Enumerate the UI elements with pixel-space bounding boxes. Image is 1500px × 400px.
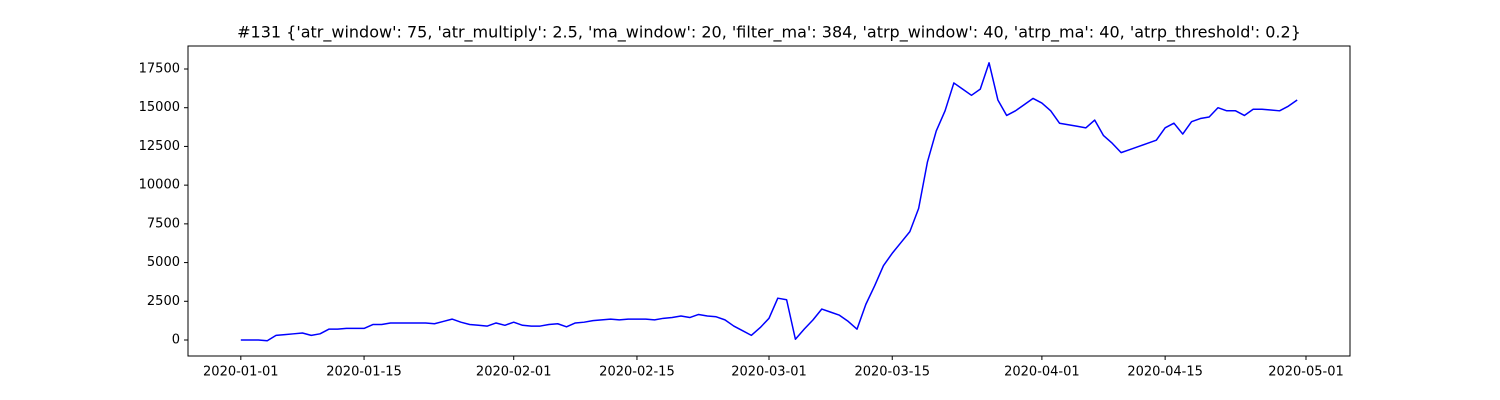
x-tick-label: 2020-02-15 bbox=[599, 365, 675, 380]
chart-title: #131 {'atr_window': 75, 'atr_multiply': … bbox=[237, 23, 1301, 43]
line bbox=[240, 62, 1298, 342]
y-tick-label: 7500 bbox=[147, 216, 180, 231]
y-tick-label: 12500 bbox=[139, 139, 180, 154]
x-tick-label: 2020-01-15 bbox=[326, 365, 402, 380]
x-tick-label: 2020-04-01 bbox=[1004, 365, 1080, 380]
y-tick-label: 15000 bbox=[139, 100, 180, 115]
x-tick-label: 2020-02-01 bbox=[476, 365, 552, 380]
y-tick-label: 17500 bbox=[139, 61, 180, 76]
y-tick-label: 5000 bbox=[147, 255, 180, 270]
x-tick-label: 2020-03-01 bbox=[731, 365, 807, 380]
plot-frame bbox=[187, 45, 1351, 357]
x-tick-label: 2020-05-01 bbox=[1268, 365, 1344, 380]
y-tick-label: 10000 bbox=[139, 178, 180, 193]
x-tick-label: 2020-03-15 bbox=[854, 365, 930, 380]
y-tick-label: 0 bbox=[172, 333, 180, 348]
x-tick-label: 2020-04-15 bbox=[1127, 365, 1203, 380]
y-tick-label: 2500 bbox=[147, 294, 180, 309]
x-tick-label: 2020-01-01 bbox=[203, 365, 279, 380]
